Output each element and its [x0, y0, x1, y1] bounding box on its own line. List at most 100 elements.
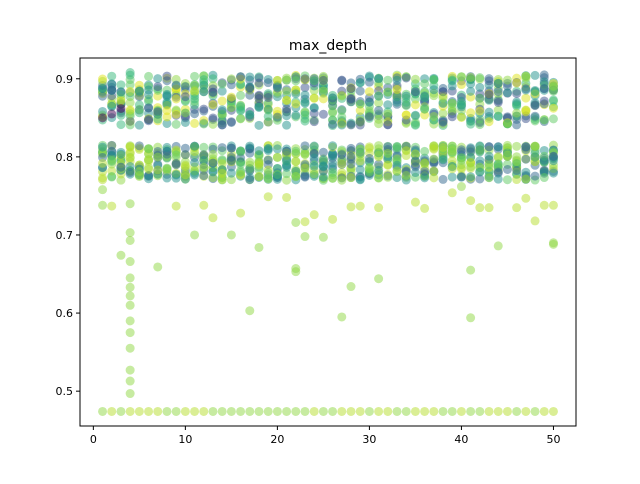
scatter-point: [346, 143, 356, 153]
scatter-point: [190, 118, 200, 128]
scatter-point: [548, 114, 558, 124]
scatter-point: [374, 274, 384, 284]
scatter-point: [116, 110, 126, 120]
scatter-point: [254, 242, 264, 252]
scatter-point: [245, 148, 255, 158]
scatter-point: [162, 71, 172, 81]
scatter-point: [226, 168, 236, 178]
scatter-point: [125, 109, 135, 119]
scatter-point: [134, 141, 144, 151]
scatter-point: [438, 108, 448, 118]
scatter-point: [364, 77, 374, 87]
scatter-point: [199, 119, 209, 129]
scatter-point: [107, 171, 117, 181]
axes-layer: 0 10 20 30 40 50 0.5 0.6 0.7 0.8 0.9: [56, 73, 561, 446]
scatter-point: [199, 87, 209, 97]
scatter-point: [530, 171, 540, 181]
scatter-point: [539, 406, 549, 416]
scatter-point: [539, 77, 549, 87]
scatter-point: [466, 119, 476, 129]
scatter-point: [337, 91, 347, 101]
scatter-point: [98, 142, 108, 152]
scatter-point: [392, 166, 402, 176]
scatter-point: [134, 86, 144, 96]
scatter-point: [217, 120, 227, 130]
scatter-point: [125, 406, 135, 416]
scatter-point: [309, 76, 319, 86]
scatter-point: [208, 167, 218, 177]
scatter-point: [107, 406, 117, 416]
scatter-point: [346, 152, 356, 162]
scatter-point: [282, 75, 292, 85]
scatter-point: [245, 83, 255, 93]
scatter-point: [199, 104, 209, 114]
scatter-point: [125, 116, 135, 126]
scatter-point: [98, 106, 108, 116]
y-tick-label: 0.5: [56, 385, 74, 398]
scatter-point: [530, 406, 540, 416]
scatter-point: [116, 103, 126, 113]
scatter-point: [208, 158, 218, 168]
scatter-point: [364, 143, 374, 153]
scatter-point: [217, 96, 227, 106]
scatter-point: [318, 172, 328, 182]
scatter-point: [272, 75, 282, 85]
scatter-point: [484, 160, 494, 170]
scatter-point: [98, 175, 108, 185]
scatter-point: [153, 74, 163, 84]
scatter-point: [171, 201, 181, 211]
scatter-point: [180, 406, 190, 416]
scatter-point: [199, 406, 209, 416]
scatter-point: [328, 214, 338, 224]
scatter-point: [429, 406, 439, 416]
scatter-point: [346, 84, 356, 93]
scatter-point: [98, 91, 108, 101]
scatter-point: [401, 171, 411, 180]
scatter-point: [144, 71, 154, 81]
scatter-point: [309, 169, 319, 179]
scatter-point: [162, 106, 172, 116]
scatter-point: [456, 112, 466, 122]
scatter-point: [318, 232, 328, 242]
scatter-point: [337, 112, 347, 122]
scatter-point: [493, 97, 503, 107]
scatter-point: [291, 267, 301, 277]
scatter-point: [98, 158, 108, 168]
scatter-point: [493, 153, 503, 163]
scatter-point: [125, 300, 135, 310]
scatter-point: [217, 168, 227, 178]
scatter-point: [300, 141, 310, 151]
scatter-point: [263, 78, 273, 88]
scatter-point: [346, 173, 356, 183]
scatter-point: [328, 141, 338, 151]
scatter-point: [291, 406, 301, 416]
scatter-point: [162, 89, 172, 99]
scatter-point: [484, 142, 494, 152]
scatter-point: [383, 148, 393, 158]
scatter-point: [346, 97, 356, 107]
scatter-point: [383, 160, 393, 170]
scatter-point: [226, 117, 236, 127]
scatter-point: [162, 406, 172, 416]
scatter-point: [318, 86, 328, 96]
scatter-point: [162, 164, 172, 174]
scatter-point: [475, 106, 485, 116]
scatter-point: [153, 114, 163, 124]
scatter-point: [392, 141, 402, 151]
scatter-point: [282, 104, 292, 114]
scatter-point: [337, 159, 347, 169]
scatter-point: [392, 75, 402, 85]
scatter-point: [355, 165, 365, 175]
scatter-point: [245, 306, 255, 316]
scatter-point: [217, 143, 227, 153]
scatter-point: [438, 117, 448, 127]
scatter-point: [521, 85, 531, 95]
scatter-point: [484, 151, 494, 161]
scatter-point: [125, 153, 135, 163]
scatter-point: [282, 95, 292, 105]
scatter-point: [420, 203, 430, 213]
scatter-point: [125, 316, 135, 326]
scatter-point: [521, 105, 531, 115]
scatter-point: [328, 151, 338, 161]
scatter-point: [263, 93, 273, 103]
